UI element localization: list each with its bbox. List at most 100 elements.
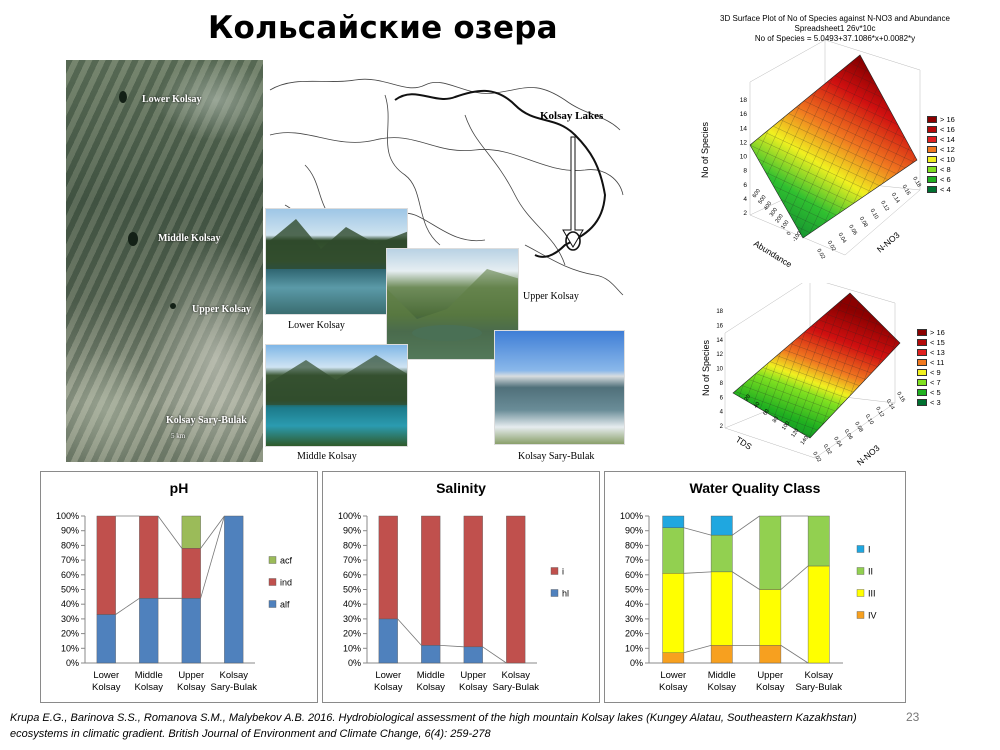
x-category-label: Lower <box>660 670 686 681</box>
legend-label-II: II <box>868 567 873 577</box>
x-category-label: Upper <box>757 670 783 681</box>
surface-plot-top-legend: > 16 < 16 < 14 < 12 < 10 < 8 < 6 < 4 <box>927 114 955 194</box>
surface-plot-top-legend-swatch <box>927 185 937 193</box>
x-category-label: Lower <box>93 670 119 681</box>
photo-sarybulak <box>494 330 625 445</box>
satellite-scale: 5 km <box>171 432 186 440</box>
surface-plot-bottom-legend-item: < 9 <box>917 367 945 377</box>
surface-plot-top-zlabel: No of Species <box>700 121 710 178</box>
x-category-label: Sary-Bulak <box>796 682 843 693</box>
y-tick-label: 40% <box>343 599 361 609</box>
bar-segment-i <box>421 515 441 646</box>
legend-label-alf: alf <box>280 600 290 610</box>
caption-upper: Upper Kolsay <box>523 291 579 302</box>
caption-lower: Lower Kolsay <box>288 320 345 331</box>
surface-plot-top-graphic: 2 4 6 8 10 12 14 16 18 No of Species Abundance N… <box>700 39 922 270</box>
x-category-label: Sary-Bulak <box>493 682 540 693</box>
y-tick-label: 50% <box>343 585 361 595</box>
surface-plot-bottom-legend-label: < 7 <box>930 377 941 387</box>
surface-plot-top-legend-label: < 16 <box>940 124 955 134</box>
series-connector-line <box>157 515 183 549</box>
surface-plot-bottom-ztick: 16 <box>716 323 723 329</box>
surface-plot-top-ztick: 10 <box>740 154 748 161</box>
surface-plot-top-y-tick: 0.14 <box>890 192 901 204</box>
series-connector-line <box>115 597 140 615</box>
legend-label-hl: hl <box>562 589 569 599</box>
surface-plot-top-xlabel: Abundance <box>752 238 794 269</box>
surface-plot-top-x-tick: 500 <box>757 194 767 205</box>
surface-plot-bottom-legend-item: < 15 <box>917 337 945 347</box>
surface-plot-bottom-legend-swatch <box>917 378 927 386</box>
surface-plot-bottom-x-tick: 40 <box>753 401 761 409</box>
surface-plot-top-x-tick: 0 <box>786 231 793 237</box>
surface-plot-top-legend-swatch <box>927 135 937 143</box>
surface-plot-top-legend-swatch <box>927 175 937 183</box>
bar-segment-III <box>807 565 830 664</box>
surface-plot-bottom-legend-item: > 16 <box>917 327 945 337</box>
y-tick-label: 30% <box>625 614 643 624</box>
surface-plot-top-y-tick: 0.04 <box>837 232 848 244</box>
x-category-label: Kolsay <box>92 682 121 693</box>
y-tick-label: 10% <box>61 643 79 653</box>
x-category-label: Middle <box>708 670 736 681</box>
legend-swatch-IV <box>856 611 865 619</box>
surface-plot-top-legend-item: > 16 <box>927 114 955 124</box>
bar-segment-ind <box>96 515 116 615</box>
bar-segment-III <box>662 573 685 653</box>
surface-plot-top-ztick: 18 <box>740 97 748 104</box>
y-tick-label: 40% <box>625 599 643 609</box>
y-tick-label: 70% <box>625 555 643 565</box>
surface-plot-bottom-ztick: 14 <box>716 338 723 344</box>
surface-plot-bottom-legend-label: > 16 <box>930 327 945 337</box>
x-category-label: Upper <box>460 670 486 681</box>
series-connector-line <box>780 645 809 664</box>
caption-middle: Middle Kolsay <box>297 451 357 462</box>
bar-segment-acf <box>181 515 201 549</box>
x-category-label: Kolsay <box>416 682 445 693</box>
y-tick-label: 70% <box>61 555 79 565</box>
surface-plot-bottom-legend-item: < 7 <box>917 377 945 387</box>
y-tick-label: 0% <box>630 658 643 668</box>
bar-segment-II <box>759 515 782 590</box>
bar-segment-III <box>759 589 782 646</box>
surface-plot-top-legend-label: < 10 <box>940 154 955 164</box>
surface-plot-top-legend-label: < 4 <box>940 184 951 194</box>
legend-swatch-III <box>856 589 865 597</box>
x-category-label: Middle <box>135 670 163 681</box>
surface-plot-bottom-y-tick: 0.02 <box>811 451 822 463</box>
y-tick-label: 100% <box>620 511 643 521</box>
surface-plot-top-legend-swatch <box>927 165 937 173</box>
series-connector-line <box>397 618 422 646</box>
surface-plot-bottom-ztick: 4 <box>720 410 724 416</box>
surface-plot-bottom-y-tick: 0.12 <box>874 406 885 418</box>
legend-label-i: i <box>562 567 564 577</box>
surface-plot-bottom-ztick: 18 <box>716 309 723 315</box>
map-label: Kolsay Lakes <box>540 110 604 122</box>
bar-segment-i <box>506 515 526 664</box>
surface-plot-bottom-x-tick: 140 <box>800 435 810 446</box>
surface-plot-bottom-y-tick: 0.08 <box>853 421 864 433</box>
x-category-label: Middle <box>417 670 445 681</box>
surface-plot-bottom-x-tick: 80 <box>772 416 780 424</box>
bar-segment-hl <box>421 645 441 664</box>
bar-segment-III <box>710 571 733 646</box>
satellite-label-sarybulak: Kolsay Sary-Bulak <box>166 415 247 426</box>
series-connector-line <box>732 571 760 590</box>
bar-segment-ind <box>139 515 159 599</box>
x-category-label: Kolsay <box>374 682 403 693</box>
surface-plot-top-legend-label: < 8 <box>940 164 951 174</box>
surface-plot-top-legend-label: > 16 <box>940 114 955 124</box>
y-tick-label: 30% <box>61 614 79 624</box>
surface-plot-bottom-legend-item: < 5 <box>917 387 945 397</box>
legend-swatch-hl <box>550 589 559 597</box>
surface-plot-bottom-legend-label: < 15 <box>930 337 945 347</box>
bar-segment-IV <box>759 645 782 664</box>
x-category-label: Kolsay <box>177 682 206 693</box>
series-connector-line <box>482 646 507 664</box>
bar-segment-II <box>807 515 830 567</box>
bar-segment-i <box>463 515 483 648</box>
y-tick-label: 20% <box>61 629 79 639</box>
surface-plot-top-legend-label: < 12 <box>940 144 955 154</box>
chart-water-quality-title: Water Quality Class <box>689 480 821 496</box>
surface-plot-bottom-legend-swatch <box>917 398 927 406</box>
